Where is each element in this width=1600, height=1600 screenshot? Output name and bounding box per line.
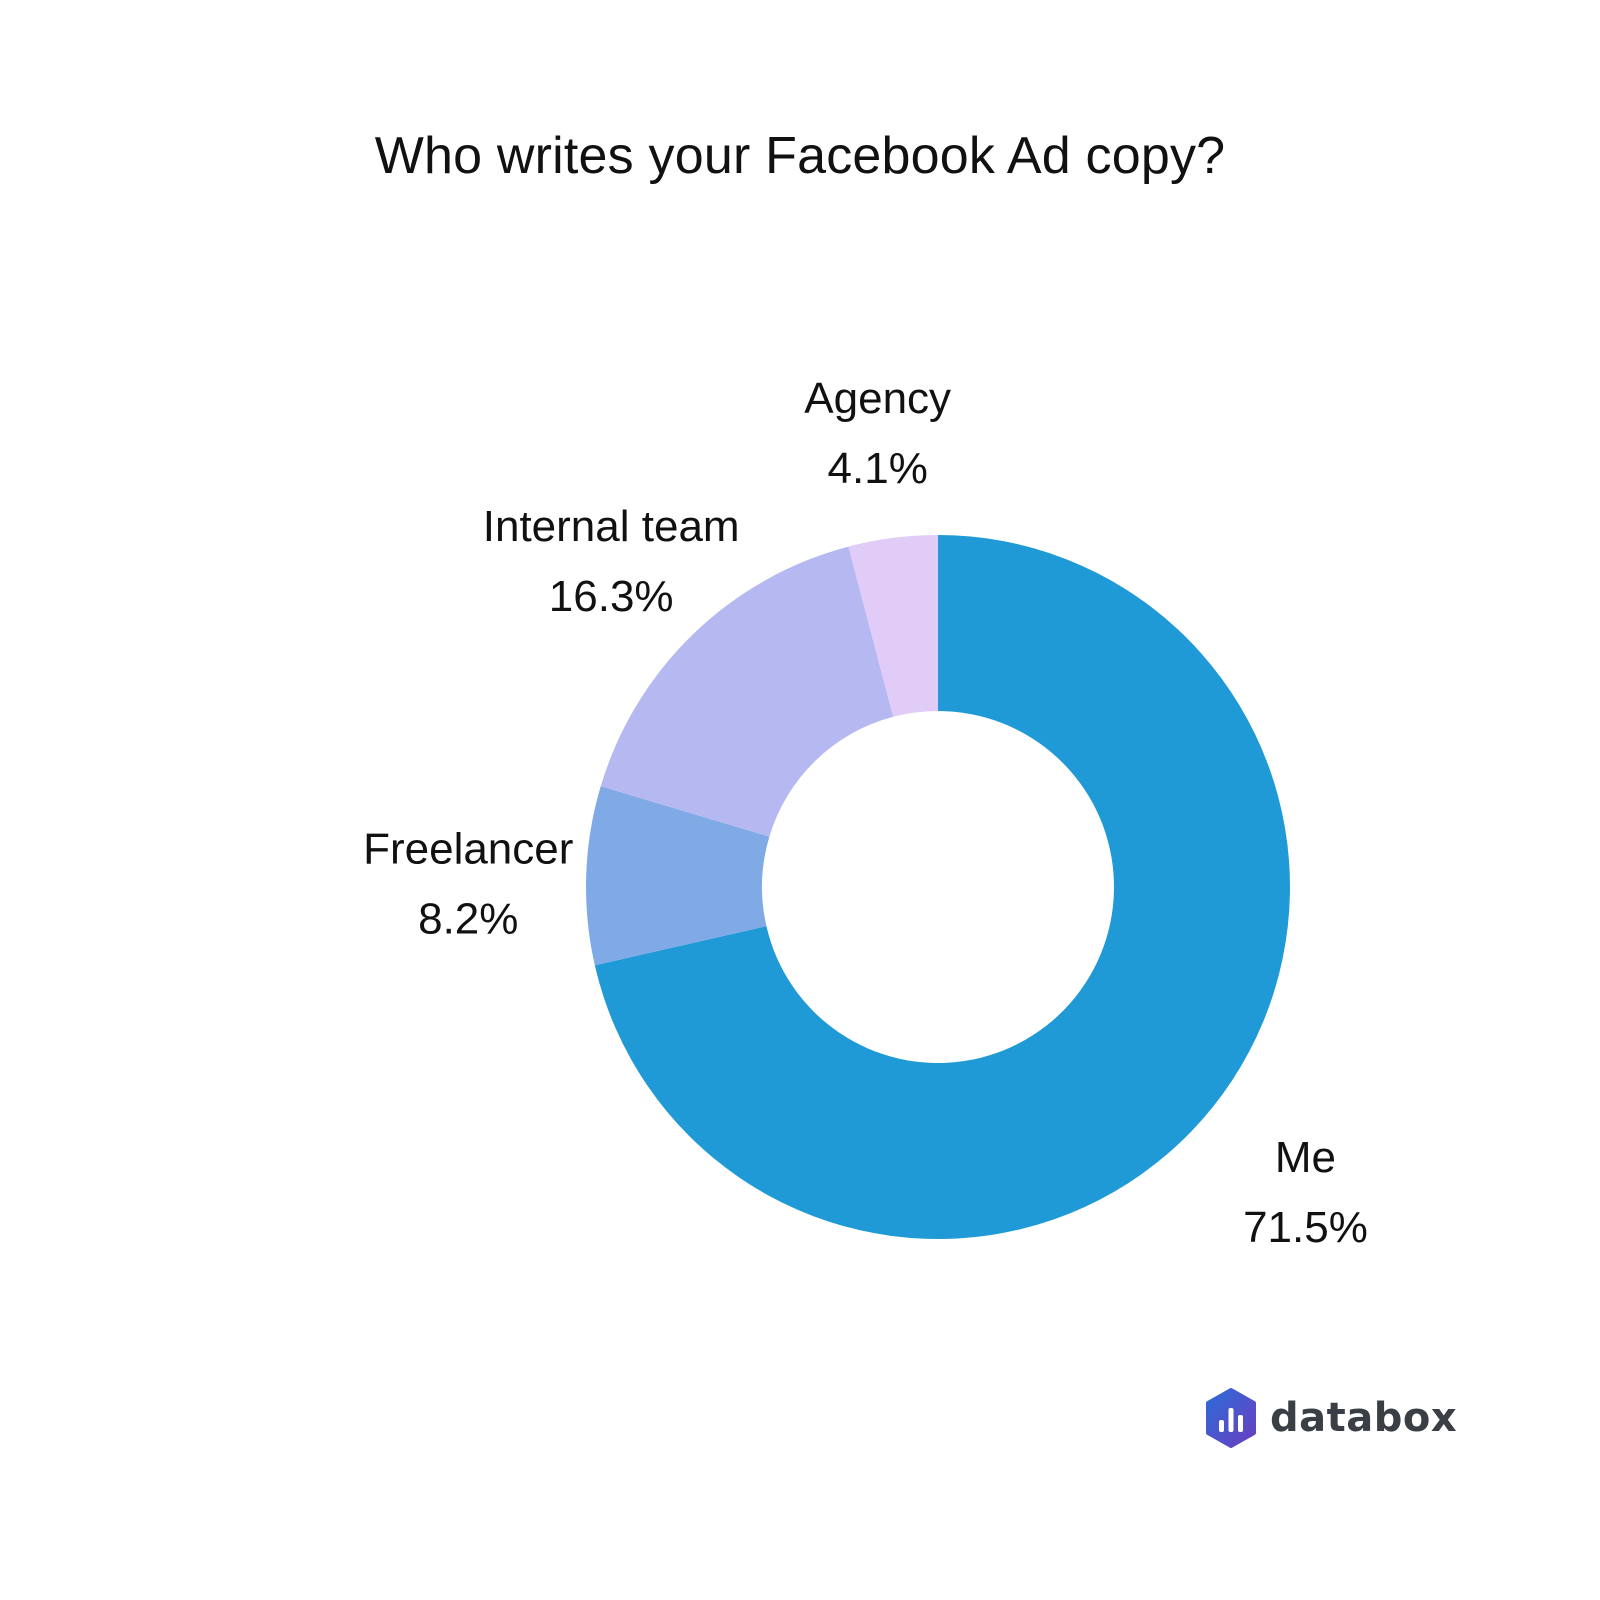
- donut-slices: [586, 535, 1290, 1239]
- databox-logo-text: databox: [1270, 1395, 1458, 1441]
- slice-value-freelancer: 8.2%: [418, 895, 518, 944]
- slice-agency: [848, 535, 938, 717]
- donut-labels: Me 71.5% Freelancer 8.2% Internal team 16.3% A…: [363, 374, 1368, 1252]
- slice-label-agency: Agency: [804, 374, 951, 423]
- slice-label-me: Me: [1275, 1133, 1336, 1182]
- slice-label-freelancer: Freelancer: [363, 825, 573, 874]
- databox-logo: databox: [1204, 1388, 1457, 1448]
- chart-title: Who writes your Facebook Ad copy?: [374, 127, 1226, 185]
- databox-logo-icon: [1206, 1388, 1256, 1448]
- slice-value-internal-team: 16.3%: [549, 572, 674, 621]
- slice-freelancer: [586, 786, 770, 966]
- slice-label-internal-team: Internal team: [483, 502, 740, 551]
- slice-me: [594, 535, 1290, 1239]
- slice-value-me: 71.5%: [1243, 1203, 1368, 1252]
- slice-value-agency: 4.1%: [828, 444, 928, 493]
- slice-internal-team: [600, 546, 894, 837]
